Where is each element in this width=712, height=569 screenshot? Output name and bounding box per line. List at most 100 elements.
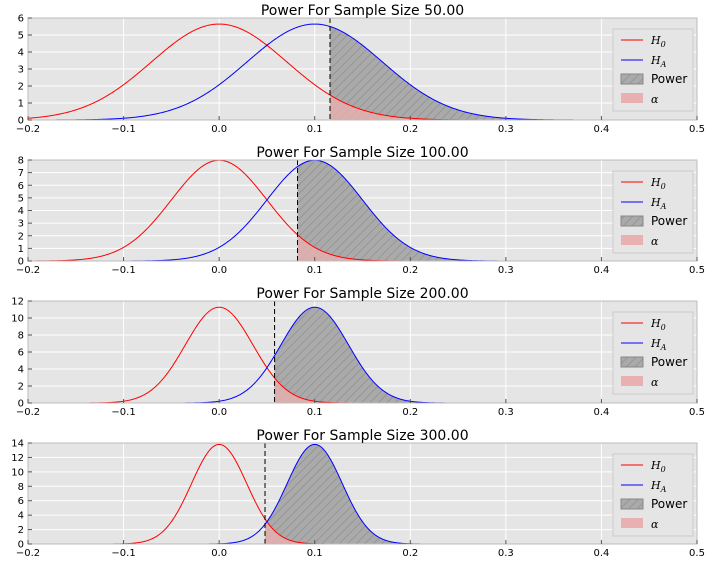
x-tick-label: 0.3 — [498, 548, 514, 559]
y-tick-label: 3 — [18, 65, 24, 76]
x-tick-label: −0.1 — [111, 548, 135, 559]
y-tick-label: 6 — [18, 348, 24, 359]
legend-ha-label: HA — [650, 196, 667, 211]
y-tick-label: 0 — [18, 399, 24, 410]
legend-alpha-swatch — [621, 376, 643, 386]
x-tick-label: 0.0 — [211, 265, 227, 276]
ha-curve — [28, 306, 697, 403]
power-area — [297, 160, 697, 261]
legend-alpha-label: α — [651, 376, 659, 389]
y-tick-label: 1 — [18, 244, 24, 255]
x-tick-label: 0.2 — [402, 124, 418, 135]
legend-h0-label: H0 — [650, 34, 666, 49]
subplot-1: −0.2 −0.1 0.0 0.1 0.2 0.3 0.4 0.5 0 1 2 3 4 5 6 Power F… — [16, 3, 705, 135]
subplot-2: −0.2 −0.1 0.0 0.1 0.2 0.3 0.4 0.5 0 1 23 4 56 78 Power… — [16, 145, 705, 276]
legend-power-label: Power — [651, 355, 687, 369]
h0-curve — [28, 23, 697, 120]
ha-curve — [28, 443, 697, 544]
subplot-3: −0.2 −0.1 0.0 0.1 0.2 0.3 0.4 0.5 0 2 4 6 8 10 12 Power… — [11, 286, 705, 418]
y-tick-label: 2 — [18, 525, 24, 536]
x-tick-label: 0.4 — [593, 548, 609, 559]
y-tick-label: 2 — [18, 382, 24, 393]
x-tick-label: −0.2 — [16, 548, 40, 559]
power-area — [265, 444, 697, 544]
x-tick-label: −0.2 — [16, 407, 40, 418]
x-tick-label: 0.1 — [307, 407, 323, 418]
y-tick-label: 2 — [18, 82, 24, 93]
y-tick-label: 6 — [18, 181, 24, 192]
legend-alpha-swatch — [621, 93, 643, 103]
x-tick-label: 0.3 — [498, 265, 514, 276]
alpha-area — [297, 234, 697, 261]
legend-alpha-swatch — [621, 518, 643, 528]
subplot-title: Power For Sample Size 300.00 — [256, 428, 468, 444]
legend-ha-label: HA — [650, 337, 667, 352]
x-tick-label: 0.2 — [402, 548, 418, 559]
y-tick-label: 14 — [11, 439, 24, 450]
x-tick-label: 0.0 — [211, 407, 227, 418]
y-tick-label: 4 — [18, 206, 24, 217]
legend-power-label: Power — [651, 72, 687, 86]
legend-power-swatch — [620, 498, 644, 510]
legend-h0-label: H0 — [650, 176, 666, 191]
legend-ha-label: HA — [650, 54, 667, 69]
y-tick-label: 6 — [18, 496, 24, 507]
y-tick-label: 4 — [18, 365, 24, 376]
subplot-title: Power For Sample Size 100.00 — [256, 145, 468, 161]
y-tick-label: 10 — [11, 314, 24, 325]
alpha-area — [330, 95, 697, 120]
legend: H0 HA Power α — [612, 453, 694, 537]
power-area — [330, 26, 697, 120]
y-tick-label: 0 — [18, 116, 24, 127]
x-tick-label: −0.1 — [111, 265, 135, 276]
y-tick-label: 8 — [18, 156, 24, 167]
x-tick-label: 0.0 — [211, 548, 227, 559]
x-tick-label: 0.2 — [402, 407, 418, 418]
y-tick-label: 12 — [11, 297, 24, 308]
subplot-title: Power For Sample Size 50.00 — [261, 3, 464, 19]
x-tick-label: 0.3 — [498, 124, 514, 135]
h0-curve — [28, 160, 697, 261]
axes-frame — [27, 442, 698, 545]
x-tick-label: −0.1 — [111, 407, 135, 418]
legend-h0-label: H0 — [650, 459, 666, 474]
y-tick-label: 5 — [18, 193, 24, 204]
x-tick-label: 0.1 — [307, 124, 323, 135]
y-tick-label: 0 — [18, 257, 24, 268]
x-tick-label: 0.5 — [689, 548, 705, 559]
x-tick-label: −0.2 — [16, 124, 40, 135]
y-tick-label: 2 — [18, 231, 24, 242]
legend: H0 HA Power α — [612, 28, 694, 112]
y-tick-label: 3 — [18, 219, 24, 230]
legend-power-label: Power — [651, 497, 687, 511]
legend-power-swatch — [620, 73, 644, 85]
legend-alpha-label: α — [651, 518, 659, 531]
x-tick-label: 0.4 — [593, 124, 609, 135]
x-tick-label: 0.4 — [593, 407, 609, 418]
subplot-title: Power For Sample Size 200.00 — [256, 286, 468, 302]
legend-ha-label: HA — [650, 479, 667, 494]
legend-alpha-swatch — [621, 235, 643, 245]
y-tick-label: 8 — [18, 482, 24, 493]
legend-alpha-label: α — [651, 235, 659, 248]
h0-curve — [28, 443, 697, 544]
legend: H0 HA Power α — [612, 311, 694, 395]
y-tick-label: 10 — [11, 467, 24, 478]
subplot-4: −0.2 −0.1 0.0 0.1 0.2 0.3 0.4 0.5 0 2 4 6 8 10 12 14 Pow… — [11, 428, 705, 559]
x-tick-label: 0.0 — [211, 124, 227, 135]
x-tick-label: 0.5 — [689, 265, 705, 276]
y-tick-label: 7 — [18, 168, 24, 179]
y-tick-label: 6 — [18, 14, 24, 25]
x-tick-label: 0.4 — [593, 265, 609, 276]
legend-h0-label: H0 — [650, 317, 666, 332]
legend-alpha-label: α — [651, 93, 659, 106]
x-tick-label: 0.1 — [307, 548, 323, 559]
legend: H0 HA Power α — [612, 170, 694, 254]
x-tick-label: −0.2 — [16, 265, 40, 276]
x-tick-label: 0.3 — [498, 407, 514, 418]
y-tick-label: 4 — [18, 511, 24, 522]
x-tick-label: 0.2 — [402, 265, 418, 276]
x-tick-label: 0.1 — [307, 265, 323, 276]
legend-power-swatch — [620, 215, 644, 227]
